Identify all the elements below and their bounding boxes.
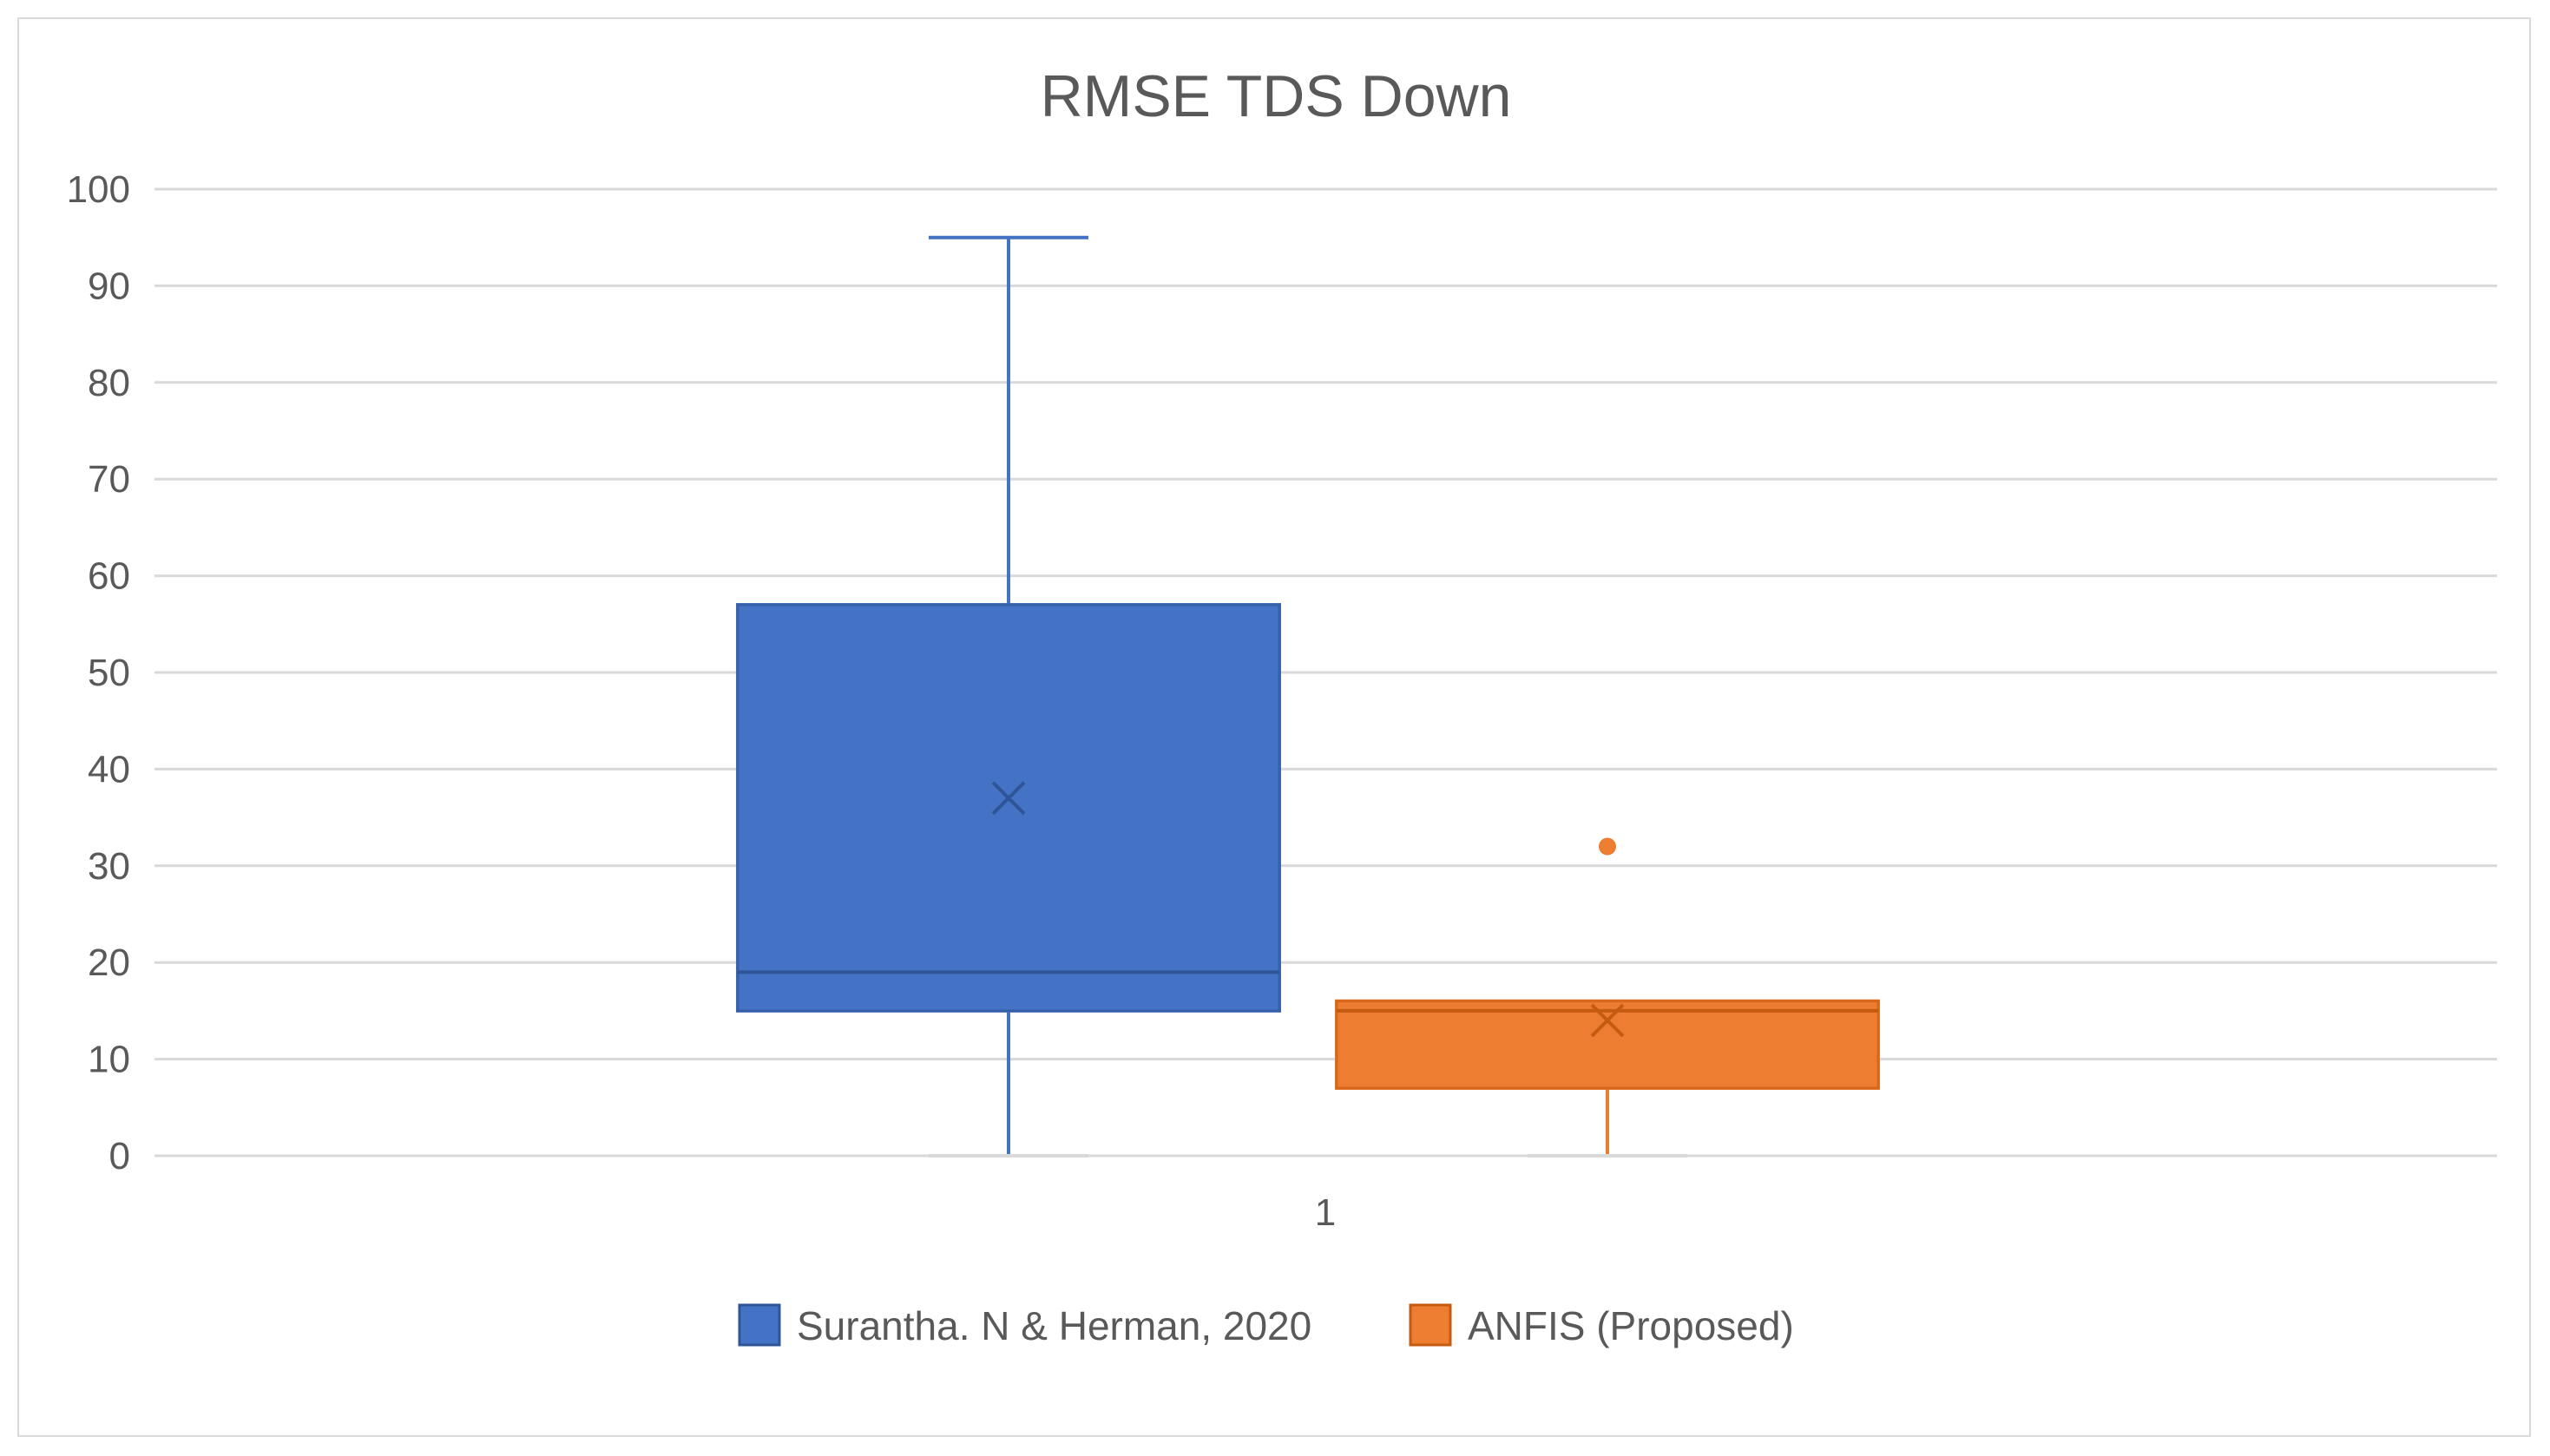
box-plot-chart: RMSE TDS Down 0 10 20 30 40 50 60 70 80 90 100 1 S… [67, 63, 2497, 1348]
box-outline [1335, 1000, 1880, 1090]
legend-label: ANFIS (Proposed) [1468, 1303, 1794, 1348]
box-series [736, 235, 1880, 1158]
chart-title: RMSE TDS Down [1041, 63, 1512, 129]
y-tick-label: 60 [88, 555, 130, 598]
legend-swatch [738, 1303, 781, 1347]
legend-label: Surantha. N & Herman, 2020 [797, 1303, 1311, 1348]
box-outline [736, 603, 1281, 1013]
x-tick-label: 1 [1315, 1191, 1336, 1234]
x-axis-tick-labels: 1 [1315, 1191, 1336, 1234]
gridlines [154, 187, 2497, 1158]
box-2 [1335, 837, 1880, 1158]
y-tick-label: 20 [88, 941, 130, 984]
y-tick-label: 80 [88, 362, 130, 404]
box-iqr [736, 603, 1281, 1013]
legend-swatch [1409, 1303, 1452, 1347]
y-tick-label: 10 [88, 1039, 130, 1081]
y-tick-label: 50 [88, 652, 130, 694]
chart-frame: RMSE TDS Down 0 10 20 30 40 50 60 70 80 90 100 1 S… [17, 17, 2531, 1437]
y-axis-tick-labels: 0 10 20 30 40 50 60 70 80 90 100 [67, 168, 130, 1177]
box-1 [736, 235, 1281, 1158]
y-tick-label: 0 [109, 1135, 130, 1177]
outlier-point [1599, 837, 1616, 856]
y-tick-label: 30 [88, 845, 130, 888]
legend-item-1: Surantha. N & Herman, 2020 [738, 1303, 1311, 1348]
legend: Surantha. N & Herman, 2020 ANFIS (Propose… [738, 1303, 1794, 1348]
mean-marker [1590, 1003, 1625, 1038]
y-tick-label: 40 [88, 748, 130, 790]
box-iqr [1335, 999, 1880, 1091]
mean-marker [991, 781, 1026, 816]
y-tick-label: 90 [88, 265, 130, 307]
y-tick-label: 70 [88, 458, 130, 501]
y-tick-label: 100 [67, 168, 130, 211]
legend-item-2: ANFIS (Proposed) [1409, 1303, 1794, 1348]
